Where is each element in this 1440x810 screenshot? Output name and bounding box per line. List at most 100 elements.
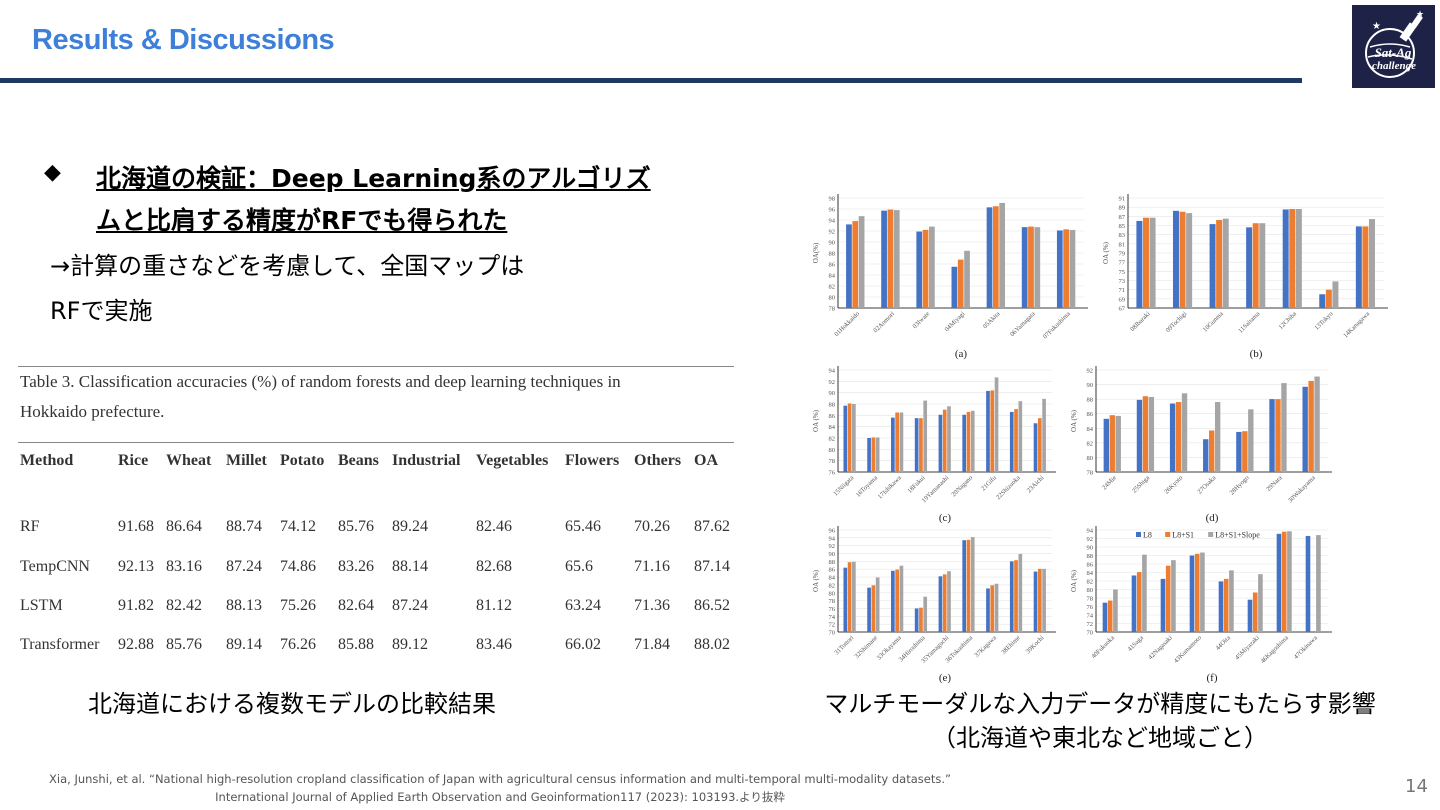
diamond-icon: ◆ bbox=[44, 160, 61, 185]
svg-text:★: ★ bbox=[1372, 21, 1381, 32]
y-tick-label: 72 bbox=[829, 622, 836, 629]
y-tick-label: 90 bbox=[829, 551, 836, 558]
bar-series-2 bbox=[852, 221, 859, 308]
bar-l8-s1-slope bbox=[1258, 574, 1263, 632]
y-tick-label: 69 bbox=[1119, 296, 1126, 303]
panel-label: (e) bbox=[939, 672, 952, 684]
table-cell: 81.12 bbox=[476, 597, 512, 614]
y-tick-label: 78 bbox=[829, 306, 836, 313]
bar-series-2 bbox=[942, 409, 947, 472]
x-tick-label: 26Kyoto bbox=[1163, 474, 1184, 495]
y-tick-label: 78 bbox=[829, 598, 836, 605]
bar-series-3 bbox=[994, 377, 999, 472]
table-cell: 85.88 bbox=[338, 636, 374, 653]
y-tick-label: 94 bbox=[829, 535, 836, 542]
right-caption-2: （北海道や東北など地域ごと） bbox=[932, 724, 1268, 752]
bar-series-1 bbox=[1282, 209, 1289, 308]
bar-series-3 bbox=[1042, 568, 1046, 632]
x-tick-label: 03Iwate bbox=[912, 310, 932, 330]
bar-series-2 bbox=[922, 229, 929, 308]
bar-series-3 bbox=[923, 596, 928, 632]
bar-series-2 bbox=[957, 259, 964, 308]
bar-series-1 bbox=[962, 414, 967, 472]
x-tick-label: 14Kanagawa bbox=[1342, 310, 1371, 339]
bar-l8-s1 bbox=[1136, 572, 1142, 632]
bar-series-1 bbox=[1209, 224, 1216, 308]
x-tick-label: 43Kumamoto bbox=[1173, 634, 1203, 664]
bar-series-2 bbox=[1242, 431, 1248, 472]
bar-series-1 bbox=[914, 608, 919, 632]
x-tick-label: 21Gifu bbox=[980, 474, 999, 493]
legend-swatch bbox=[1136, 532, 1141, 537]
y-axis-label: OA (%) bbox=[1102, 241, 1110, 264]
bar-series-1 bbox=[1103, 418, 1109, 472]
bar-series-2 bbox=[919, 607, 923, 632]
column-header: Vegetables bbox=[476, 452, 549, 469]
y-tick-label: 82 bbox=[829, 582, 836, 589]
table-cell: 87.62 bbox=[694, 518, 730, 535]
table-cell: 70.26 bbox=[634, 518, 670, 535]
y-tick-label: 78 bbox=[1087, 596, 1094, 603]
column-header: Industrial bbox=[392, 452, 461, 469]
x-tick-label: 22Shizuoka bbox=[995, 474, 1022, 501]
x-tick-label: 45Miyazaki bbox=[1234, 634, 1261, 661]
y-tick-label: 82 bbox=[1087, 579, 1094, 586]
bar-l8-s1-slope bbox=[1171, 560, 1176, 632]
bar-series-3 bbox=[852, 561, 856, 632]
y-tick-label: 78 bbox=[829, 458, 836, 465]
y-tick-label: 90 bbox=[1087, 382, 1094, 389]
bar-series-2 bbox=[992, 206, 999, 308]
x-tick-label: 41Saga bbox=[1126, 634, 1145, 653]
table-cell: 86.52 bbox=[694, 597, 730, 614]
y-tick-label: 83 bbox=[1119, 232, 1126, 239]
bar-series-2 bbox=[1175, 402, 1182, 472]
bar-series-3 bbox=[1181, 393, 1188, 472]
legend-label: L8+S1 bbox=[1172, 531, 1194, 540]
bar-series-1 bbox=[1009, 561, 1014, 632]
table-cell: 82.68 bbox=[476, 558, 512, 575]
bar-l8-s1 bbox=[1223, 578, 1229, 632]
bar-series-3 bbox=[970, 537, 975, 632]
bar-l8-s1-slope bbox=[1316, 535, 1321, 632]
bar-series-3 bbox=[994, 583, 999, 632]
y-tick-label: 87 bbox=[1119, 214, 1126, 221]
bar-series-2 bbox=[871, 585, 876, 632]
bar-series-3 bbox=[947, 406, 951, 472]
bar-series-3 bbox=[1259, 223, 1266, 308]
bar-series-1 bbox=[986, 207, 993, 308]
x-tick-label: 10Gunma bbox=[1202, 310, 1225, 333]
table-cell: RF bbox=[20, 518, 40, 535]
y-tick-label: 74 bbox=[1087, 613, 1094, 620]
table-cell: 88.74 bbox=[226, 518, 262, 535]
table-caption-2: Hokkaido prefecture. bbox=[20, 402, 165, 421]
bar-l8-s1 bbox=[1252, 592, 1258, 632]
table-cell: 71.36 bbox=[634, 597, 670, 614]
table-cell: 83.16 bbox=[166, 558, 202, 575]
bar-series-1 bbox=[951, 266, 958, 308]
panel-label: (b) bbox=[1250, 348, 1263, 360]
bar-series-1 bbox=[891, 570, 895, 632]
x-tick-label: 24Mie bbox=[1101, 474, 1118, 491]
bar-series-2 bbox=[1014, 409, 1018, 472]
bar-series-3 bbox=[1018, 401, 1023, 472]
bar-series-3 bbox=[1332, 281, 1339, 308]
bar-series-1 bbox=[1172, 210, 1179, 308]
bar-series-2 bbox=[1209, 430, 1215, 472]
table-cell: 75.26 bbox=[280, 597, 316, 614]
header-divider bbox=[0, 78, 1302, 83]
bar-series-2 bbox=[1109, 415, 1115, 472]
y-axis-label: OA(%) bbox=[812, 242, 820, 263]
y-tick-label: 76 bbox=[829, 606, 836, 613]
table-cell: Transformer bbox=[20, 636, 100, 653]
panel-label: (c) bbox=[939, 512, 952, 524]
y-tick-label: 75 bbox=[1119, 269, 1126, 276]
bar-l8-s1-slope bbox=[1287, 531, 1292, 632]
y-tick-label: 84 bbox=[1087, 570, 1094, 577]
bar-series-2 bbox=[887, 209, 894, 308]
bar-series-1 bbox=[1169, 403, 1176, 472]
column-header: Wheat bbox=[166, 452, 212, 469]
y-tick-label: 82 bbox=[829, 436, 836, 443]
bar-series-2 bbox=[847, 403, 852, 472]
y-axis-label: OA (%) bbox=[812, 409, 820, 432]
bar-l8-s1 bbox=[1194, 553, 1200, 632]
